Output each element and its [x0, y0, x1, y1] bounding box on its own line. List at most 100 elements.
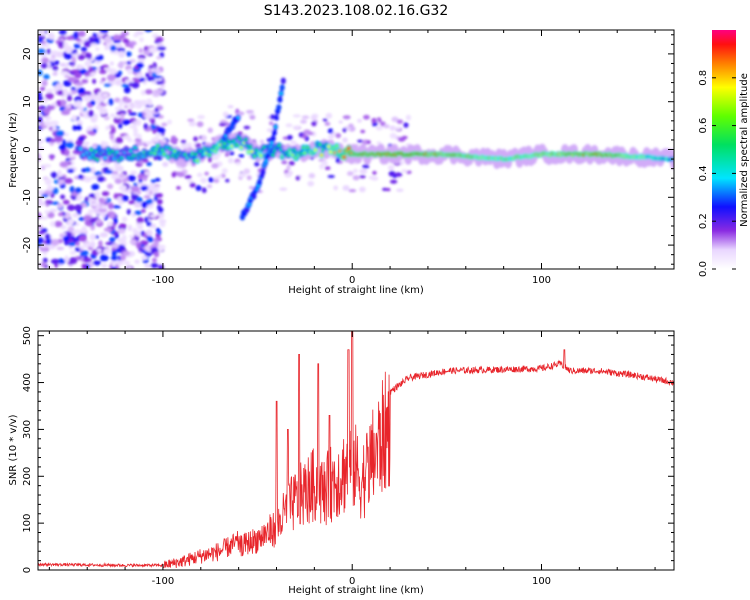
noise-speckle	[95, 55, 103, 61]
noise-speckle	[376, 141, 382, 145]
noise-speckle	[156, 55, 162, 60]
noise-speckle	[154, 177, 161, 182]
noise-speckle	[140, 89, 146, 96]
noise-speckle	[74, 204, 83, 212]
ridge-core	[239, 145, 243, 149]
noise-speckle	[121, 234, 127, 241]
noise-speckle	[243, 125, 251, 130]
noise-speckle	[143, 195, 151, 199]
noise-speckle	[122, 178, 127, 184]
noise-speckle	[136, 196, 143, 203]
noise-speckle	[57, 203, 63, 209]
noise-speckle	[359, 186, 366, 193]
noise-speckle	[96, 248, 102, 253]
noise-speckle	[83, 91, 92, 96]
noise-speckle	[101, 92, 109, 98]
noise-speckle	[67, 218, 75, 226]
noise-speckle	[121, 216, 128, 223]
noise-speckle	[83, 141, 90, 146]
noise-speckle	[38, 91, 42, 97]
y-tick-label: 20	[22, 48, 33, 61]
noise-speckle	[177, 172, 185, 178]
noise-speckle	[106, 183, 114, 190]
noise-speckle	[132, 120, 138, 126]
noise-speckle	[66, 104, 72, 109]
noise-speckle	[114, 72, 121, 78]
ridge-core	[156, 144, 160, 148]
noise-speckle	[401, 169, 408, 173]
noise-speckle	[83, 40, 93, 48]
noise-speckle	[67, 226, 75, 233]
noise-speckle	[60, 70, 69, 76]
noise-speckle	[302, 133, 307, 139]
noise-speckle	[101, 77, 106, 82]
noise-speckle	[148, 65, 155, 69]
noise-speckle	[38, 200, 45, 207]
noise-speckle	[87, 109, 94, 118]
noise-speckle	[109, 213, 116, 219]
noise-speckle	[106, 221, 113, 227]
noise-speckle	[167, 119, 172, 125]
noise-speckle	[62, 235, 70, 242]
noise-speckle	[38, 196, 42, 202]
noise-speckle	[63, 41, 69, 49]
noise-speckle	[56, 246, 65, 251]
noise-speckle	[154, 89, 164, 94]
noise-speckle	[371, 117, 377, 124]
noise-speckle	[127, 224, 133, 232]
snr-panel: -100 0 100 0 100 200 300 400 500 Height of strai…	[8, 326, 675, 596]
noise-speckle	[144, 252, 153, 257]
noise-speckle	[293, 125, 301, 130]
y-tick-label: 400	[22, 373, 33, 392]
noise-speckle	[64, 75, 71, 79]
colorbar-tick-label: 0.0	[698, 261, 709, 277]
noise-speckle	[227, 157, 234, 164]
noise-speckle	[47, 211, 55, 219]
noise-speckle	[89, 233, 96, 241]
colorbar-tick-label: 0.4	[698, 165, 709, 181]
noise-speckle	[148, 46, 157, 54]
noise-speckle	[76, 124, 82, 131]
noise-speckle	[52, 72, 58, 76]
noise-speckle	[292, 114, 301, 118]
noise-speckle	[368, 175, 375, 180]
y-tick-label: -10	[22, 189, 33, 205]
noise-speckle	[254, 161, 260, 167]
ridge-core	[157, 152, 162, 156]
noise-speckle	[46, 185, 54, 191]
noise-speckle	[148, 185, 156, 192]
noise-speckle	[342, 185, 350, 191]
colorbar-ticks: 0.0 0.2 0.4 0.6 0.8	[698, 70, 736, 277]
noise-speckle	[78, 136, 85, 141]
noise-speckle	[44, 209, 50, 215]
noise-speckle	[57, 41, 64, 48]
colorbar: 0.0 0.2 0.4 0.6 0.8 Normalized spectral ampl…	[698, 30, 750, 277]
branch-cell	[271, 129, 277, 136]
noise-speckle	[246, 175, 252, 181]
noise-speckle	[101, 211, 106, 219]
noise-speckle	[93, 113, 98, 121]
noise-speckle	[128, 200, 136, 205]
noise-speckle	[152, 136, 160, 142]
noise-speckle	[98, 197, 105, 203]
noise-speckle	[144, 264, 152, 268]
noise-speckle	[151, 72, 157, 77]
branch-cell	[280, 77, 286, 85]
noise-speckle	[144, 216, 149, 223]
noise-speckle	[64, 177, 73, 184]
noise-speckle	[118, 185, 127, 191]
noise-speckle	[146, 198, 154, 205]
noise-speckle	[137, 112, 144, 118]
noise-speckle	[324, 121, 331, 126]
y-tick-label: -20	[22, 237, 33, 253]
noise-speckle	[52, 65, 59, 71]
noise-speckle	[50, 258, 60, 265]
noise-speckle	[65, 35, 75, 41]
noise-speckle	[156, 156, 163, 161]
noise-speckle	[118, 122, 123, 129]
noise-speckle	[47, 244, 56, 250]
branch-core	[264, 159, 268, 163]
noise-speckle	[235, 161, 242, 166]
noise-speckle	[53, 220, 63, 228]
noise-speckle	[269, 114, 276, 120]
